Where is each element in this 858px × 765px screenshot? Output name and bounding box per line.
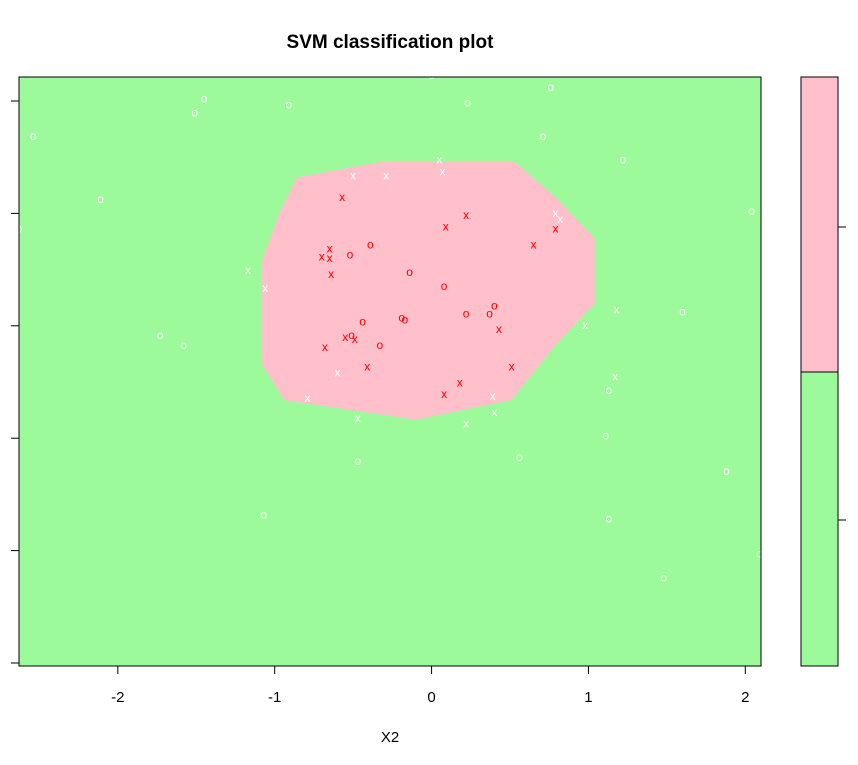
data-point: x	[490, 389, 496, 403]
data-point: x	[305, 391, 311, 405]
data-point: o	[406, 265, 413, 279]
data-point: x	[457, 375, 463, 389]
data-point: x	[441, 387, 447, 401]
data-point: o	[516, 450, 523, 464]
data-point: x	[552, 206, 558, 220]
data-point: o	[97, 192, 104, 206]
data-point: x	[355, 411, 361, 425]
legend-border	[800, 76, 839, 667]
data-point: x	[342, 330, 348, 344]
data-point: o	[285, 98, 292, 112]
data-point: o	[464, 96, 471, 110]
plot-border	[18, 76, 762, 667]
data-point: o	[354, 454, 361, 468]
x-tick-label: 1	[584, 689, 592, 706]
data-point: o	[402, 312, 409, 326]
data-point: x	[582, 318, 588, 332]
data-point: o	[463, 306, 470, 320]
data-point: o	[486, 306, 493, 320]
data-point: o	[723, 464, 730, 478]
data-point: o	[547, 80, 554, 94]
data-point: o	[157, 328, 164, 342]
class-color-legend	[800, 76, 846, 667]
data-point: x	[322, 340, 328, 354]
data-point: o	[191, 105, 198, 119]
data-point: x	[262, 281, 268, 295]
data-point: o	[756, 547, 763, 561]
x-tick-label: -2	[111, 689, 124, 706]
x-tick-label: -1	[268, 689, 281, 706]
data-point: o	[367, 237, 374, 251]
data-point: o	[602, 429, 609, 443]
data-point: x	[463, 208, 469, 222]
data-point: x	[463, 417, 469, 431]
x-axis-label: X2	[381, 729, 399, 746]
data-point: x	[352, 332, 358, 346]
data-point: x	[491, 405, 497, 419]
data-point: o	[30, 129, 37, 143]
data-point: o	[660, 570, 667, 584]
data-point: x	[334, 365, 340, 379]
data-point: o	[398, 310, 405, 324]
data-point: o	[180, 338, 187, 352]
data-point: o	[428, 68, 435, 82]
data-point: x	[531, 237, 537, 251]
x-tick-label: 0	[427, 689, 435, 706]
data-point: x	[327, 251, 333, 265]
data-point: x	[443, 220, 449, 234]
data-point: x	[612, 369, 618, 383]
data-point: x	[614, 302, 620, 316]
legend-swatch-upper	[801, 77, 838, 372]
chart-title: SVM classification plot	[287, 32, 495, 53]
y-axis	[11, 100, 19, 664]
data-point: o	[201, 92, 208, 106]
data-point: x	[496, 322, 502, 336]
data-point: x	[383, 168, 389, 182]
data-point: x	[319, 249, 325, 263]
legend-swatch-lower	[801, 372, 838, 666]
data-point: o	[605, 383, 612, 397]
data-point: x	[436, 153, 442, 167]
data-point: x	[350, 168, 356, 182]
data-point: x	[440, 165, 446, 179]
x-tick-label: 2	[741, 689, 749, 706]
decision-region	[262, 161, 595, 420]
data-point: o	[605, 511, 612, 525]
data-point: o	[620, 153, 627, 167]
data-point: o	[347, 247, 354, 261]
data-point: o	[348, 328, 355, 342]
data-point: x	[552, 222, 558, 236]
data-point: x	[364, 360, 370, 374]
data-point: x	[328, 267, 334, 281]
data-point: x	[509, 360, 515, 374]
data-point: o	[441, 279, 448, 293]
data-point: o	[491, 299, 498, 313]
data-point: o	[748, 204, 755, 218]
data-point: x	[339, 190, 345, 204]
data-point: o	[260, 507, 267, 521]
data-point: o	[376, 338, 383, 352]
data-point: x	[245, 263, 251, 277]
data-point: o	[359, 314, 366, 328]
data-point: o	[540, 129, 547, 143]
data-point: x	[327, 241, 333, 255]
x-axis: -2 -1 0 1 2	[111, 666, 749, 706]
data-point: o	[679, 304, 686, 318]
data-point: x	[557, 212, 563, 226]
